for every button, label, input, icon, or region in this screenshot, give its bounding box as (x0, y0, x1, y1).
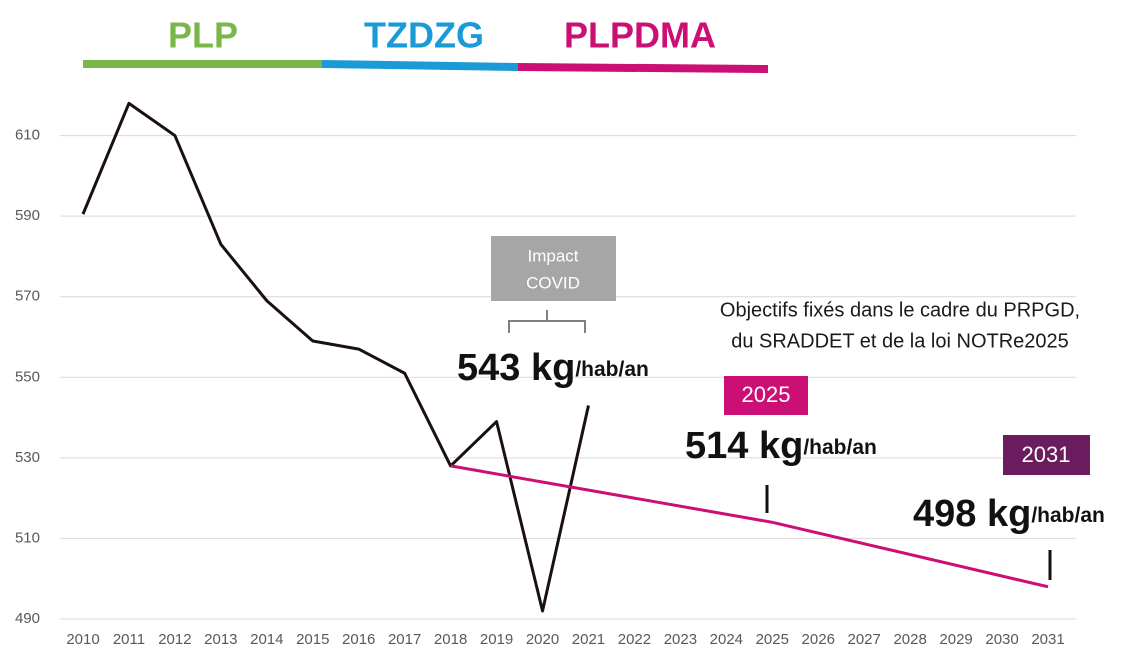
y-tick-label: 490 (15, 610, 40, 627)
x-tick-label: 2023 (664, 631, 697, 648)
x-tick-label: 2025 (756, 631, 789, 648)
amount: 514 kg (685, 425, 803, 467)
covid-note: Impact (527, 246, 578, 265)
x-tick-label: 2027 (848, 631, 881, 648)
period-label: TZDZG (364, 15, 484, 56)
lines (81, 101, 1049, 613)
y-tick-label: 530 (15, 449, 40, 466)
x-tick-label: 2012 (158, 631, 191, 648)
y-tick-label: 570 (15, 288, 40, 305)
grid: 490 510 530 550 570 590 610 2010 2011 2012 2013 201… (15, 127, 1076, 648)
x-tick-label: 2010 (66, 631, 99, 648)
target-label: 498 kg/hab/an (913, 493, 1105, 535)
target-year: 2025 (742, 382, 791, 407)
x-tick-label: 2016 (342, 631, 375, 648)
x-tick-label: 2017 (388, 631, 421, 648)
series-line (450, 464, 1049, 589)
objectives-note: Objectifs fixés dans le cadre du PRPGD, (720, 299, 1080, 321)
y-tick-label: 610 (15, 127, 40, 144)
x-tick-label: 2030 (985, 631, 1018, 648)
unit: /hab/an (1031, 504, 1105, 527)
x-tick-label: 2028 (893, 631, 926, 648)
objectives-note: du SRADDET et de la loi NOTRe2025 (731, 330, 1069, 352)
target-box (724, 376, 808, 415)
unit: /hab/an (803, 436, 877, 459)
unit: /hab/an (575, 358, 649, 381)
target-year: 2031 (1022, 442, 1071, 467)
amount: 543 kg (457, 347, 575, 389)
y-tick-label: 550 (15, 368, 40, 385)
current-label: 543 kg/hab/an (457, 347, 649, 389)
covid-box (491, 236, 616, 301)
x-tick-label: 2029 (939, 631, 972, 648)
covid-note: COVID (526, 273, 580, 292)
x-tick-label: 2026 (802, 631, 835, 648)
series-line (81, 101, 590, 613)
x-tick-label: 2031 (1031, 631, 1064, 648)
target-label: 514 kg/hab/an (685, 425, 877, 467)
period-label: PLP (168, 15, 238, 56)
x-tick-label: 2019 (480, 631, 513, 648)
covid-bracket (508, 310, 586, 333)
x-tick-label: 2011 (113, 631, 145, 648)
x-tick-label: 2020 (526, 631, 559, 648)
x-tick-label: 2015 (296, 631, 329, 648)
x-tick-label: 2013 (204, 631, 237, 648)
period-label: PLPDMA (564, 15, 716, 56)
y-tick-label: 590 (15, 207, 40, 224)
x-tick-label: 2014 (250, 631, 283, 648)
target-box (1003, 435, 1090, 475)
amount: 498 kg (913, 493, 1031, 535)
y-tick-label: 510 (15, 529, 40, 546)
x-tick-label: 2018 (434, 631, 467, 648)
x-tick-label: 2021 (572, 631, 605, 648)
x-tick-label: 2024 (710, 631, 743, 648)
period-bar (517, 63, 769, 73)
period-bar (321, 60, 519, 71)
x-tick-label: 2022 (618, 631, 651, 648)
